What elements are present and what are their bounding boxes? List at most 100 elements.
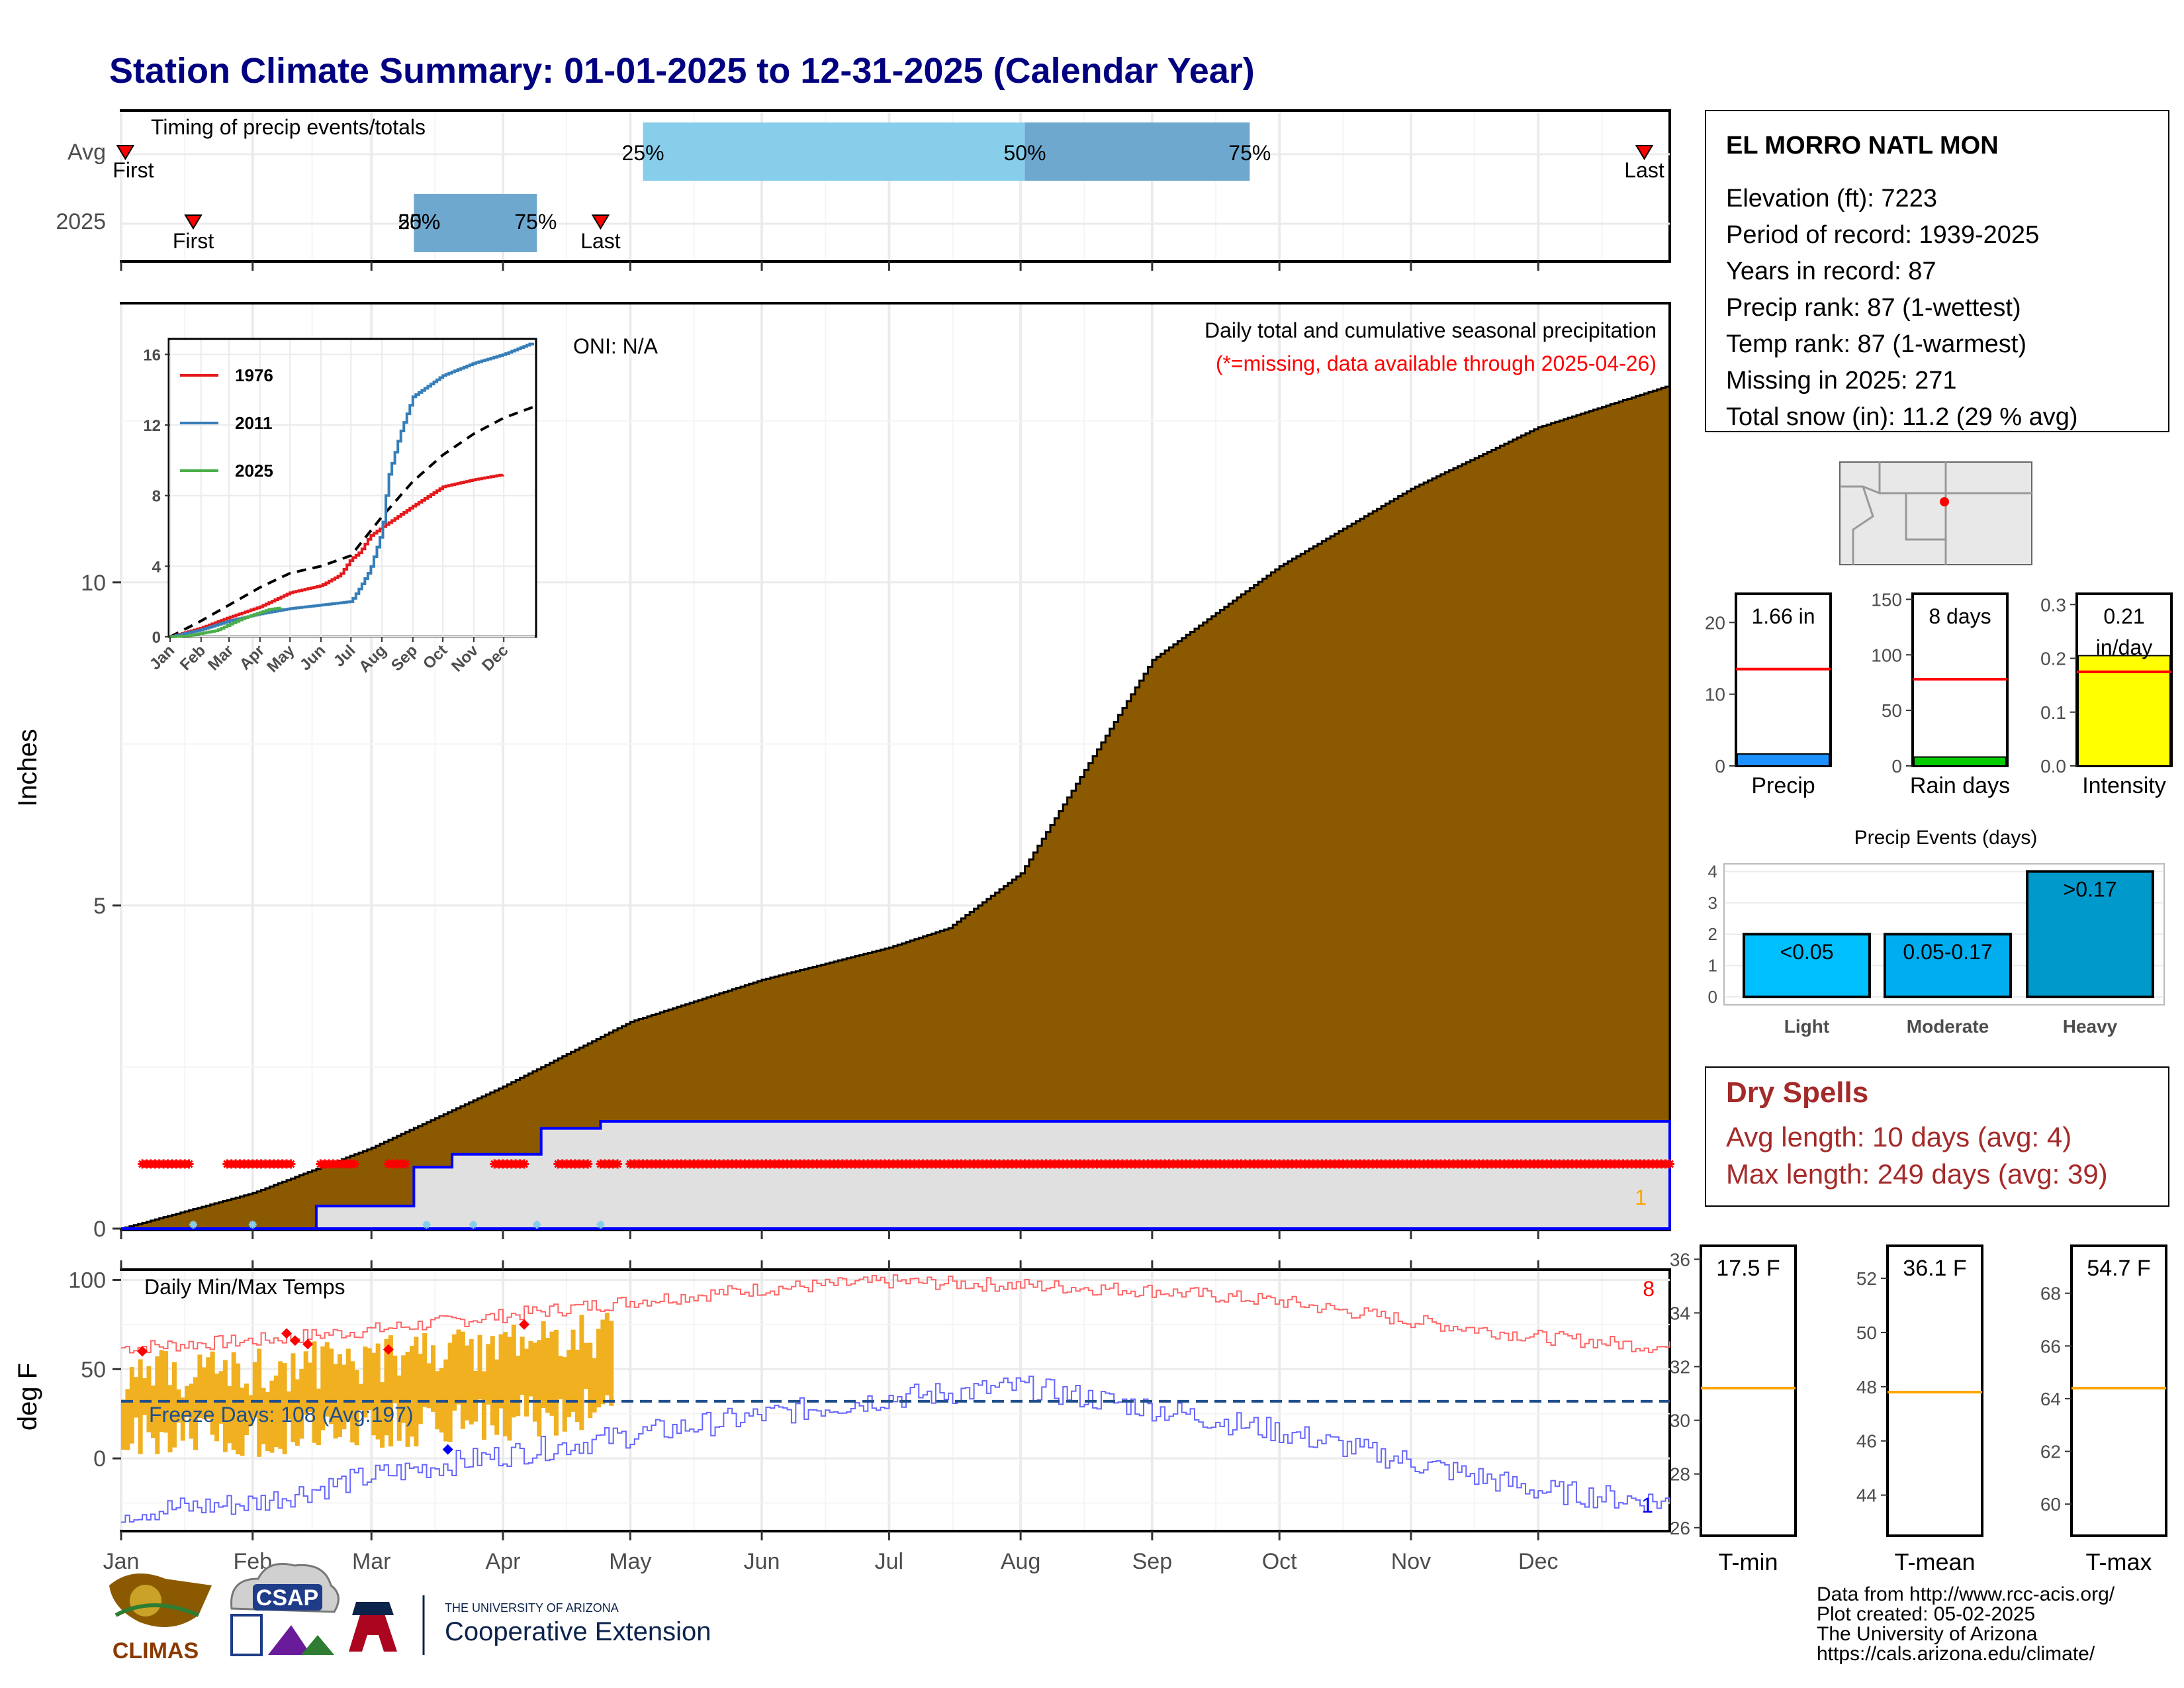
daily-temp-bar — [176, 1389, 181, 1423]
y-tick-label: 34 — [1670, 1303, 1690, 1323]
snow-day-marker — [189, 1221, 197, 1229]
daily-temp-bar — [592, 1358, 597, 1413]
precip-events-chart: Precip Events (days) 0 1 2 3 4 <0.05 Light 0.05… — [1708, 827, 2165, 1037]
daily-temp-bar — [320, 1346, 326, 1430]
daily-temp-bar — [418, 1354, 423, 1425]
daily-temp-bar — [193, 1377, 198, 1450]
daily-temp-bar — [541, 1321, 546, 1409]
inset-avg-line — [169, 405, 535, 638]
missing-day-marker — [613, 1159, 623, 1169]
mini-precip-rain-days: 0 50 100 150 8 days Rain days — [1871, 589, 2010, 798]
daily-temp-bar — [214, 1374, 220, 1442]
inset-series-2011 — [170, 342, 534, 638]
temp-panel: Daily Min/Max Temps 8 1 Freeze Days: 108… — [13, 1260, 1671, 1574]
missing-day-marker — [583, 1159, 593, 1169]
y-tick-label: 62 — [2040, 1442, 2061, 1462]
daily-temp-bar — [359, 1383, 364, 1411]
daily-temp-bar — [345, 1348, 351, 1422]
precip-missing-note: (*=missing, data available through 2025-… — [1216, 352, 1657, 375]
event-bar-heavy — [2026, 870, 2154, 998]
x-tick-label: Jan — [103, 1549, 140, 1574]
snow-day-marker — [469, 1221, 478, 1229]
record-max-line — [121, 1274, 1670, 1354]
y-tick-label: 0.2 — [2040, 649, 2066, 669]
y-tick-label: 12 — [143, 417, 161, 435]
2025-p25-label: 25% — [398, 210, 440, 234]
temp-ylabel: deg F — [13, 1363, 42, 1430]
avg-last-label: Last — [1624, 158, 1664, 182]
daily-temp-bar — [244, 1383, 249, 1436]
daily-temp-bar — [567, 1350, 572, 1417]
record-high-marker — [519, 1319, 530, 1330]
daily-temp-bar — [375, 1343, 381, 1440]
y-tick-label: 36 — [1670, 1249, 1690, 1270]
daily-temp-bar — [121, 1399, 126, 1450]
event-bar-label: <0.05 — [1780, 940, 1834, 964]
temp-title: Daily Min/Max Temps — [144, 1275, 345, 1299]
precip-title: Daily total and cumulative seasonal prec… — [1205, 318, 1657, 342]
daily-temp-bar — [396, 1375, 402, 1441]
record-low-marker — [442, 1444, 453, 1455]
climas-text: CLIMAS — [113, 1638, 199, 1664]
footer-line: The University of Arizona — [1817, 1623, 2038, 1645]
daily-temp-bar — [210, 1351, 215, 1435]
daily-temp-bar — [273, 1376, 279, 1447]
daily-temp-bar — [502, 1332, 508, 1436]
daily-temp-bar — [125, 1389, 130, 1450]
value-label: 36.1 F — [1903, 1256, 1966, 1281]
daily-temp-bar — [295, 1379, 300, 1446]
ua-small-text: THE UNIVERSITY OF ARIZONA — [445, 1601, 619, 1615]
mini-xlabel: Rain days — [1910, 773, 2010, 798]
daily-temp-bar — [159, 1350, 164, 1432]
avg-p75-label: 75% — [1228, 141, 1271, 165]
daily-temp-bar — [507, 1336, 512, 1441]
y-tick-label: 48 — [1856, 1377, 1877, 1397]
mini-frame — [1886, 1244, 1983, 1537]
avg-p50-label: 50% — [1004, 141, 1046, 165]
avg-first-label: First — [113, 158, 154, 182]
mini-xlabel: T-mean — [1894, 1548, 1975, 1575]
y-tick-label: 52 — [1856, 1268, 1877, 1289]
event-category-label: Light — [1784, 1016, 1829, 1037]
y-tick-label: 0.1 — [2040, 702, 2066, 723]
y-tick-label: 0 — [152, 629, 161, 647]
daily-temp-bar — [579, 1315, 584, 1430]
y-tick-label: 2 — [1708, 924, 1717, 944]
x-tick-label: Jul — [875, 1549, 903, 1574]
2025-first-marker — [184, 214, 203, 230]
daily-temp-bar — [600, 1319, 606, 1405]
event-bar-label: >0.17 — [2064, 877, 2117, 901]
mini-xlabel: Precip — [1751, 773, 1815, 798]
y-tick-label: 50 — [1856, 1323, 1877, 1343]
value-bar — [1737, 753, 1830, 767]
value-label: 54.7 F — [2087, 1256, 2150, 1281]
missing-day-marker — [349, 1159, 359, 1169]
daily-temp-bar — [180, 1397, 185, 1441]
mini-xlabel: T-max — [2085, 1548, 2152, 1575]
info-line: Total snow (in): 11.2 (29 % avg) — [1726, 403, 2078, 431]
info-line: Missing in 2025: 271 — [1726, 367, 1957, 395]
daily-temp-bar — [138, 1359, 143, 1454]
daily-temp-bar — [604, 1313, 610, 1395]
daily-temp-bar — [570, 1329, 576, 1412]
temp-max-count: 8 — [1643, 1277, 1655, 1301]
csap-logo: CSAP — [230, 1563, 340, 1656]
daily-temp-bar — [324, 1342, 330, 1417]
value-bar — [2077, 655, 2171, 767]
page-title: Station Climate Summary: 01-01-2025 to 1… — [109, 51, 1255, 91]
timing-panel: Timing of precip events/totals Avg 2025 … — [56, 109, 1671, 263]
daily-temp-bar — [511, 1325, 516, 1418]
y-tick-label: 0 — [1891, 756, 1902, 776]
value-label: 0.21 — [2103, 604, 2144, 628]
y-tick-label: 44 — [1856, 1485, 1877, 1506]
y-tick-label: 0.3 — [2040, 594, 2066, 615]
y-tick-label: 0 — [1715, 756, 1725, 776]
daily-temp-bar — [197, 1354, 203, 1419]
mini-precip-panels: 0 10 20 1.66 in Precip 0 50 100 150 8 days Rain da… — [1705, 589, 2173, 798]
info-line: Years in record: 87 — [1726, 258, 1936, 285]
daily-temp-bar — [426, 1363, 432, 1409]
value-label: 17.5 F — [1716, 1256, 1780, 1281]
value-label: 1.66 in — [1751, 604, 1815, 628]
daily-temp-bar — [150, 1385, 156, 1438]
